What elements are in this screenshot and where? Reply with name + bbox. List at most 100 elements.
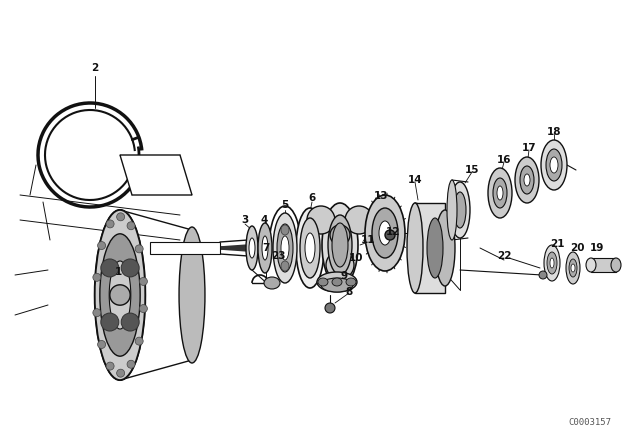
Text: 10: 10: [349, 253, 364, 263]
Bar: [591, 258, 616, 272]
Ellipse shape: [262, 236, 268, 260]
Circle shape: [127, 222, 135, 230]
Ellipse shape: [249, 238, 255, 258]
Circle shape: [135, 245, 143, 253]
Ellipse shape: [277, 224, 293, 272]
Ellipse shape: [435, 210, 455, 286]
Circle shape: [116, 213, 125, 221]
Ellipse shape: [488, 168, 512, 218]
Circle shape: [93, 273, 101, 281]
Ellipse shape: [281, 261, 289, 271]
Circle shape: [121, 259, 139, 277]
Text: 21: 21: [550, 239, 564, 249]
Text: 2: 2: [92, 63, 99, 73]
Ellipse shape: [407, 203, 423, 293]
Text: 20: 20: [570, 243, 584, 253]
Text: 1: 1: [115, 267, 122, 277]
Ellipse shape: [447, 180, 457, 240]
Ellipse shape: [318, 278, 328, 286]
Ellipse shape: [321, 278, 353, 292]
Circle shape: [140, 277, 147, 285]
Ellipse shape: [550, 258, 554, 268]
Ellipse shape: [372, 208, 398, 258]
Ellipse shape: [264, 277, 280, 289]
Circle shape: [385, 230, 395, 240]
Ellipse shape: [109, 261, 131, 329]
Ellipse shape: [346, 278, 356, 286]
Text: 11: 11: [361, 235, 375, 245]
Text: 5: 5: [282, 200, 289, 210]
Ellipse shape: [547, 252, 557, 274]
Circle shape: [97, 241, 106, 250]
Text: 15: 15: [465, 165, 479, 175]
Circle shape: [140, 305, 147, 313]
Circle shape: [93, 309, 101, 317]
Ellipse shape: [550, 157, 558, 173]
Text: 22: 22: [497, 251, 511, 261]
Text: 19: 19: [590, 243, 604, 253]
Circle shape: [110, 285, 130, 305]
Ellipse shape: [332, 278, 342, 286]
Text: 12: 12: [386, 227, 400, 237]
Ellipse shape: [179, 227, 205, 363]
Ellipse shape: [95, 210, 145, 380]
Circle shape: [101, 313, 119, 331]
Ellipse shape: [305, 233, 315, 263]
Text: 13: 13: [374, 191, 388, 201]
Ellipse shape: [427, 218, 443, 278]
Ellipse shape: [497, 186, 503, 200]
Bar: [415, 203, 445, 293]
Ellipse shape: [365, 195, 405, 271]
Ellipse shape: [520, 166, 534, 194]
Text: 4: 4: [260, 215, 268, 225]
Ellipse shape: [296, 208, 324, 288]
Ellipse shape: [300, 218, 320, 278]
Ellipse shape: [569, 259, 577, 277]
Circle shape: [326, 251, 354, 279]
Text: 17: 17: [522, 143, 536, 153]
Ellipse shape: [281, 236, 289, 260]
Circle shape: [135, 337, 143, 345]
Ellipse shape: [546, 149, 562, 181]
Ellipse shape: [611, 258, 621, 272]
Text: 18: 18: [547, 127, 561, 137]
Ellipse shape: [454, 192, 466, 228]
Text: 7: 7: [262, 243, 269, 253]
Text: 8: 8: [346, 287, 353, 297]
Circle shape: [101, 259, 119, 277]
Ellipse shape: [544, 245, 560, 281]
Ellipse shape: [332, 223, 348, 267]
Ellipse shape: [246, 226, 258, 270]
Text: 14: 14: [408, 175, 422, 185]
Text: 3: 3: [241, 215, 248, 225]
Text: 16: 16: [497, 155, 511, 165]
Text: 9: 9: [340, 271, 348, 281]
Circle shape: [345, 206, 373, 234]
Circle shape: [307, 206, 335, 234]
Ellipse shape: [100, 234, 140, 356]
Polygon shape: [120, 155, 192, 195]
Ellipse shape: [515, 157, 539, 203]
Ellipse shape: [571, 264, 575, 272]
Text: C0003157: C0003157: [568, 418, 611, 426]
Ellipse shape: [322, 203, 358, 287]
Ellipse shape: [258, 223, 272, 273]
Ellipse shape: [328, 215, 352, 275]
Ellipse shape: [541, 140, 567, 190]
Text: 23: 23: [271, 251, 285, 261]
Ellipse shape: [586, 258, 596, 272]
Circle shape: [106, 362, 114, 370]
Ellipse shape: [566, 252, 580, 284]
Circle shape: [116, 369, 125, 377]
Circle shape: [106, 220, 114, 228]
Ellipse shape: [273, 213, 297, 283]
Circle shape: [127, 360, 135, 368]
Ellipse shape: [379, 221, 391, 245]
Bar: [150, 242, 220, 254]
Ellipse shape: [493, 178, 507, 208]
Circle shape: [539, 271, 547, 279]
Circle shape: [121, 313, 139, 331]
Ellipse shape: [450, 182, 470, 238]
Ellipse shape: [524, 174, 530, 186]
Text: 6: 6: [308, 193, 316, 203]
